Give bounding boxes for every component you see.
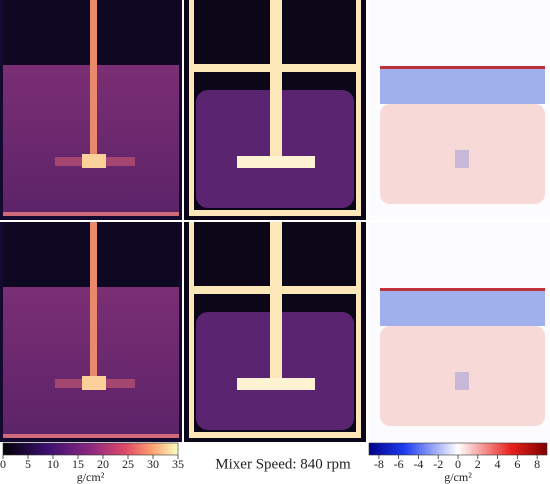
tick-label: 0	[0, 457, 6, 471]
tick-label: 2	[475, 457, 481, 471]
tick-label: -6	[394, 457, 404, 471]
tick-label: 15	[72, 457, 84, 471]
tick-label: 4	[495, 457, 501, 471]
tick-label: -8	[374, 457, 384, 471]
gradient-panel-top	[184, 0, 366, 220]
colorbar-unit: g/cm²	[77, 470, 105, 484]
colorbar-density	[2, 442, 179, 456]
tick-label: 20	[97, 457, 109, 471]
tick-label: -4	[413, 457, 423, 471]
density-panel-bottom-left	[0, 222, 182, 442]
tick-label: 30	[147, 457, 159, 471]
colorbar-difference	[368, 442, 548, 456]
title: Mixer Speed: 840 rpm	[215, 456, 351, 472]
tick-label: 25	[122, 457, 134, 471]
tick-label: 0	[455, 457, 461, 471]
tick-label: -2	[433, 457, 443, 471]
tick-label: 5	[25, 457, 31, 471]
tick-label: 35	[172, 457, 184, 471]
tick-label: 8	[534, 457, 540, 471]
tick-label: 10	[47, 457, 59, 471]
gradient-panel-bottom	[184, 222, 366, 442]
difference-panel-top	[369, 0, 550, 220]
tick-label: 6	[514, 457, 520, 471]
density-panel-top-left	[0, 0, 182, 220]
colorbar-unit: g/cm²	[444, 470, 472, 484]
difference-panel-bottom	[369, 222, 550, 442]
